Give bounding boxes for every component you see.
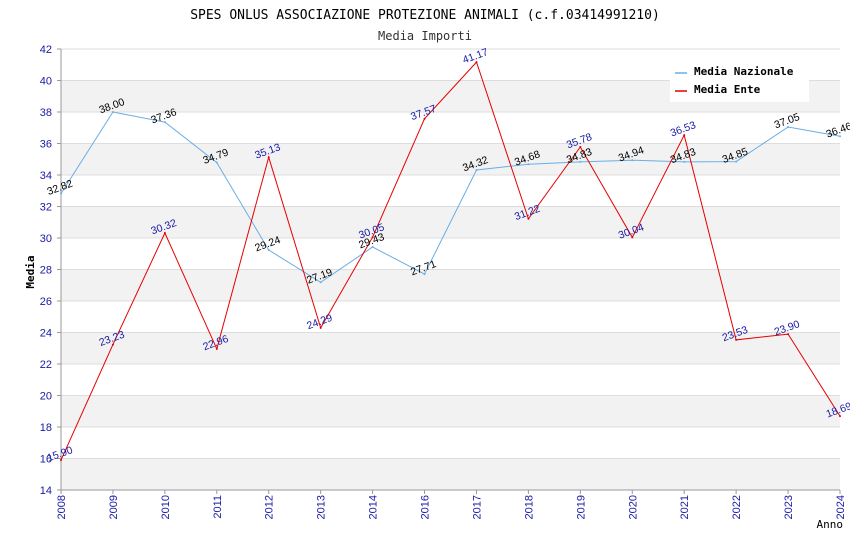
data-point-0-6 (371, 245, 374, 248)
y-tick-42: 42 (40, 44, 52, 56)
data-point-1-7 (423, 117, 426, 120)
band-22 (61, 332, 840, 364)
data-label-0-15: 36.46 (825, 120, 850, 140)
x-tick-2010: 2010 (160, 495, 172, 519)
y-tick-26: 26 (40, 296, 52, 308)
data-point-1-0 (60, 459, 62, 462)
data-point-1-13 (735, 338, 738, 341)
data-point-0-13 (735, 160, 738, 163)
y-tick-14: 14 (40, 485, 52, 497)
legend-box (670, 60, 809, 102)
data-point-0-10 (579, 160, 582, 163)
y-tick-32: 32 (40, 202, 52, 214)
x-tick-2016: 2016 (420, 495, 432, 519)
y-tick-20: 20 (40, 391, 52, 403)
y-tick-labels: 14 16 18 20 22 24 26 28 30 32 34 36 38 40 42 (40, 44, 52, 497)
data-point-1-5 (319, 326, 322, 329)
data-point-1-9 (527, 217, 530, 220)
x-tick-2024: 2024 (835, 495, 847, 519)
y-tick-22: 22 (40, 359, 52, 371)
band-18 (61, 395, 840, 427)
data-point-0-11 (631, 159, 634, 162)
legend-label-ente: Media Ente (694, 83, 761, 96)
x-tick-2019: 2019 (575, 495, 587, 519)
y-tick-38: 38 (40, 107, 52, 119)
data-point-1-10 (579, 145, 582, 148)
data-point-1-8 (475, 61, 478, 64)
data-point-0-7 (423, 273, 426, 276)
data-point-1-12 (683, 134, 686, 137)
x-tick-labels: 2008 2009 2010 2011 2012 2013 2014 2016 2017 2018… (56, 495, 847, 519)
band-14 (61, 458, 840, 490)
y-tick-28: 28 (40, 265, 52, 277)
y-tick-24: 24 (40, 328, 52, 340)
series-lines (60, 61, 841, 462)
y-tick-34: 34 (40, 170, 52, 182)
data-point-1-14 (787, 333, 790, 336)
x-tick-2021: 2021 (679, 495, 691, 519)
x-tick-2022: 2022 (731, 495, 743, 519)
background-bands (61, 80, 840, 490)
y-tick-40: 40 (40, 76, 52, 88)
data-point-1-15 (839, 415, 841, 418)
data-point-0-8 (475, 168, 478, 171)
x-axis-label: Anno (817, 518, 844, 531)
series-line-0 (60, 111, 841, 283)
y-tick-18: 18 (40, 422, 52, 434)
x-tick-2020: 2020 (627, 495, 639, 519)
series-line-1 (60, 61, 841, 461)
data-point-0-12 (683, 160, 686, 163)
band-34 (61, 143, 840, 175)
x-tick-2008: 2008 (56, 495, 68, 519)
data-point-0-5 (319, 281, 322, 284)
data-point-1-6 (371, 236, 374, 239)
data-point-1-2 (163, 231, 166, 234)
data-point-0-1 (111, 111, 114, 113)
x-tick-2013: 2013 (316, 495, 328, 519)
y-tick-36: 36 (40, 139, 52, 151)
y-axis-label: Media (24, 255, 37, 288)
data-point-1-3 (215, 347, 218, 350)
band-26 (61, 269, 840, 301)
x-tick-2023: 2023 (783, 495, 795, 519)
data-point-0-0 (60, 192, 62, 195)
x-tick-2011: 2011 (212, 495, 224, 519)
x-tick-2017: 2017 (471, 495, 483, 519)
data-point-0-9 (527, 163, 530, 166)
legend-label-nazionale: Media Nazionale (694, 65, 794, 78)
x-tick-2014: 2014 (368, 495, 380, 519)
y-tick-30: 30 (40, 233, 52, 245)
data-point-0-15 (839, 135, 841, 138)
data-point-1-11 (631, 236, 634, 239)
y-tick-16: 16 (40, 454, 52, 466)
x-tick-2018: 2018 (523, 495, 535, 519)
data-point-0-2 (163, 121, 166, 124)
chart-title: SPES ONLUS ASSOCIAZIONE PROTEZIONE ANIMA… (190, 8, 660, 23)
axes (60, 49, 841, 494)
data-point-0-4 (267, 248, 270, 251)
data-label-1-5: 24.29 (305, 312, 334, 332)
data-point-0-3 (215, 161, 218, 164)
legend: Media Nazionale Media Ente (670, 60, 809, 102)
data-point-1-1 (111, 343, 114, 346)
chart-subtitle: Media Importi (378, 29, 472, 43)
x-tick-2012: 2012 (264, 495, 276, 519)
data-point-0-14 (787, 125, 790, 128)
x-tick-2009: 2009 (108, 495, 120, 519)
data-point-1-4 (267, 156, 270, 159)
